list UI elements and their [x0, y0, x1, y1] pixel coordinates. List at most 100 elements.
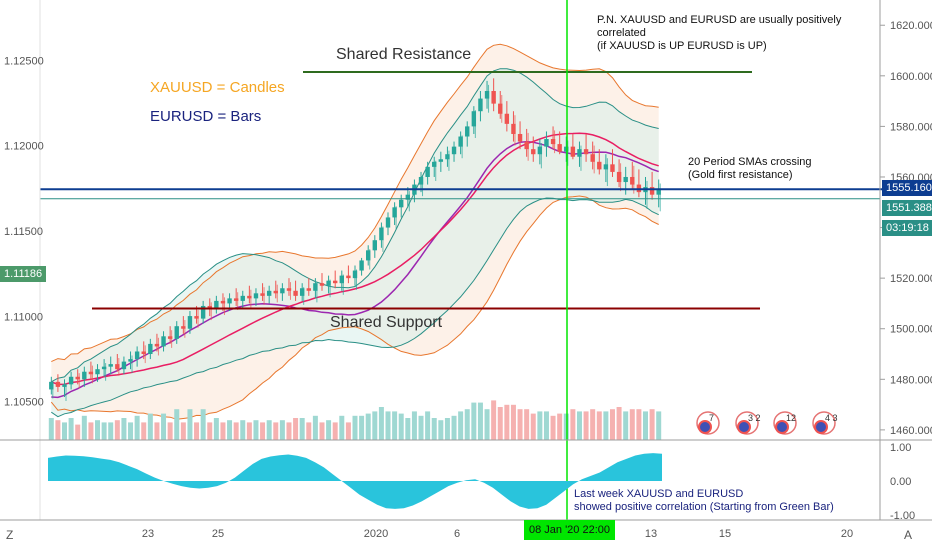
right-tick-label: 1500.000: [890, 324, 932, 336]
candle-body: [194, 316, 199, 319]
candle-body: [445, 154, 450, 160]
candle-body: [583, 149, 589, 155]
green-bar-date-tag[interactable]: 08 Jan '20 22:00: [524, 520, 616, 540]
time-tick-label: 13: [645, 528, 657, 540]
event-badge-count: 3 2: [748, 413, 761, 423]
volume-bar: [557, 413, 563, 440]
right-tick-label: 1580.000: [890, 121, 932, 133]
eurusd-bollinger-upper: [51, 68, 659, 383]
volume-bar: [68, 418, 74, 440]
volume-bar: [537, 411, 543, 440]
candle-body: [352, 270, 358, 279]
candle-body: [299, 288, 305, 296]
volume-bar: [629, 409, 635, 440]
candle-body: [273, 290, 278, 294]
event-badge[interactable]: 7: [696, 411, 720, 435]
volume-bar: [444, 418, 450, 440]
xauusd-candles: [49, 78, 661, 398]
volume-bar: [471, 402, 477, 440]
candle-body: [531, 149, 536, 155]
volume-bar: [411, 411, 417, 440]
time-axis-ticks: 23 25 2020 6 13 15 20: [142, 528, 853, 540]
volume-bar: [299, 418, 305, 440]
candle-body: [366, 250, 371, 261]
volume-bar: [95, 420, 101, 440]
left-axis-ticks: 1.12500 1.12000 1.11500 1.11000 1.10500: [4, 55, 44, 408]
candle-body: [187, 316, 193, 329]
volume-bar: [134, 415, 140, 440]
event-badge[interactable]: 12: [773, 411, 797, 435]
candle-body: [128, 359, 133, 362]
event-badge[interactable]: 4 3: [812, 411, 838, 435]
volume-bar: [306, 422, 312, 440]
candle-body: [82, 371, 87, 380]
candle-body: [306, 288, 311, 291]
candle-body: [425, 166, 430, 177]
volume-bars: [48, 400, 662, 440]
note-line-3: (if XAUUSD is UP EURUSD is UP): [597, 40, 767, 52]
volume-bar: [266, 420, 272, 440]
candle-body: [478, 98, 483, 112]
candle-body: [577, 149, 582, 157]
volume-bar: [616, 407, 622, 440]
event-badge-count: 7: [709, 413, 714, 423]
countdown-tag: 03:19:18: [882, 220, 932, 236]
left-tick-label: 1.12000: [4, 141, 44, 153]
correlation-note: P.N. XAUUSD and EURUSD are usually posit…: [597, 14, 841, 53]
economic-event-badges[interactable]: 7 3 2 12 4 3: [696, 411, 838, 435]
volume-bar: [385, 411, 391, 440]
volume-bar: [510, 404, 516, 440]
candle-body: [108, 364, 113, 367]
volume-bar: [319, 422, 325, 440]
correlation-tick-label: 1.00: [890, 442, 911, 454]
volume-bar: [398, 413, 404, 440]
candle-body: [240, 295, 245, 301]
candle-body: [174, 326, 179, 339]
corr-line-1: Last week XAUUSD and EURUSD: [574, 488, 744, 500]
volume-bar: [484, 409, 490, 440]
blue-line-price-tag: 1555.160: [882, 180, 932, 196]
candle-body: [181, 326, 186, 329]
right-tick-label: 1620.000: [890, 20, 932, 32]
correlation-observation: Last week XAUUSD and EURUSD showed posit…: [574, 488, 834, 514]
volume-bar: [649, 409, 655, 440]
candle-body: [504, 113, 510, 124]
candle-body: [524, 141, 529, 150]
volume-bar: [180, 422, 186, 440]
volume-bar: [550, 415, 556, 440]
volume-bar: [279, 420, 285, 440]
log-scale-toggle[interactable]: Z: [6, 528, 14, 542]
candle-body: [418, 176, 424, 185]
candle-body: [557, 144, 562, 152]
candle-body: [399, 199, 404, 208]
shared-support-label: Shared Support: [330, 314, 443, 331]
eurusd-price-tag: 1.11186: [0, 266, 47, 282]
volume-bar: [451, 415, 457, 440]
volume-bar: [543, 411, 549, 440]
shared-resistance-label: Shared Resistance: [336, 46, 472, 63]
volume-bar: [220, 422, 226, 440]
candle-body: [385, 217, 391, 228]
candle-body: [95, 369, 100, 375]
eurusd-legend-label: EURUSD = Bars: [150, 108, 262, 125]
candle-body: [432, 161, 437, 167]
candle-body: [220, 300, 226, 304]
candle-body: [141, 351, 146, 355]
candle-body: [115, 364, 120, 370]
correlation-axis-ticks: 1.00 0.00 -1.00: [890, 442, 915, 522]
volume-bar: [293, 418, 299, 440]
volume-bar: [141, 422, 147, 440]
flag-icon-inner: [775, 420, 789, 434]
event-badge[interactable]: 3 2: [735, 411, 761, 435]
volume-bar: [194, 422, 200, 440]
volume-bar: [477, 402, 483, 440]
auto-scale-toggle[interactable]: A: [904, 528, 913, 542]
volume-bar: [365, 413, 371, 440]
flag-icon-inner: [737, 420, 751, 434]
candle-body: [491, 90, 496, 104]
candle-body: [465, 126, 470, 137]
volume-bar: [200, 409, 206, 440]
volume-bar: [570, 409, 576, 440]
candle-body: [603, 164, 609, 170]
